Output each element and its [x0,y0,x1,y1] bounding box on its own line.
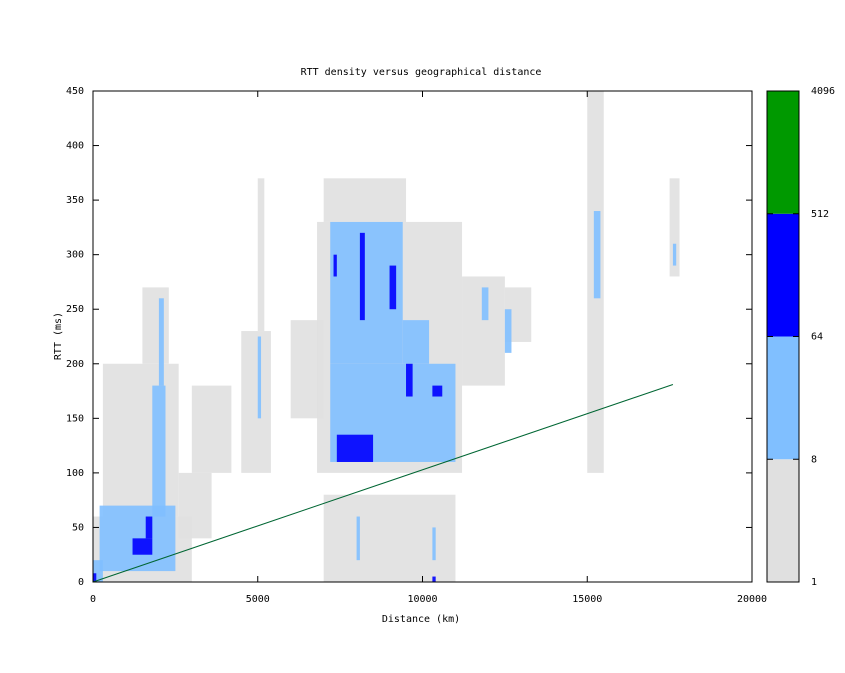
colorbar-tick-label: 512 [811,209,829,220]
colorbar-band [767,91,799,214]
density-cell [389,265,397,310]
colorbar-band [767,336,799,460]
density-cell [93,560,103,582]
y-tick-label: 450 [66,86,84,97]
density-cell [323,178,407,222]
density-cell [336,434,374,462]
density-cell [406,363,413,397]
density-cell [672,243,677,266]
y-tick-label: 0 [78,577,84,588]
x-tick-label: 20000 [737,594,767,605]
y-tick-label: 200 [66,359,84,370]
colorbar-tick-label: 4096 [811,86,835,97]
density-cell [432,576,436,582]
chart-title: RTT density versus geographical distance [301,67,542,78]
x-tick-label: 10000 [407,594,437,605]
y-tick-label: 300 [66,250,84,261]
density-cell [432,385,443,397]
y-tick-label: 400 [66,141,84,152]
colorbar-tick-label: 1 [811,577,817,588]
y-tick-label: 150 [66,413,84,424]
density-cell [669,178,680,277]
density-cell [93,573,97,582]
colorbar-tick-label: 8 [811,454,817,465]
density-cell [333,254,337,277]
x-axis-label: Distance (km) [382,614,460,625]
density-cell [257,178,265,332]
x-tick-label: 5000 [246,594,270,605]
y-tick-label: 350 [66,195,84,206]
x-tick-label: 15000 [572,594,602,605]
x-tick-label: 0 [90,594,96,605]
density-cell [504,309,512,353]
y-tick-label: 100 [66,468,84,479]
reference-line [92,384,674,583]
colorbar-band [767,459,799,582]
density-cell [241,331,271,473]
density-cell [102,363,179,517]
density-cell [132,538,153,555]
y-tick-label: 50 [72,522,84,533]
density-cell [356,516,360,561]
density-cell [257,336,262,419]
density-cell [145,516,153,539]
density-cell [142,287,169,364]
density-cell [152,385,166,517]
density-cell [191,385,232,473]
colorbar-tick-label: 64 [811,332,823,343]
density-cell [158,298,164,386]
density-cell [593,211,601,299]
density-cell [178,472,212,539]
density-cell [481,287,489,321]
y-axis-label: RTT (ms) [53,312,64,360]
density-cell [359,232,365,321]
density-cell [432,527,436,561]
colorbar-band [767,213,799,337]
density-cell [402,320,430,364]
y-tick-label: 250 [66,304,84,315]
